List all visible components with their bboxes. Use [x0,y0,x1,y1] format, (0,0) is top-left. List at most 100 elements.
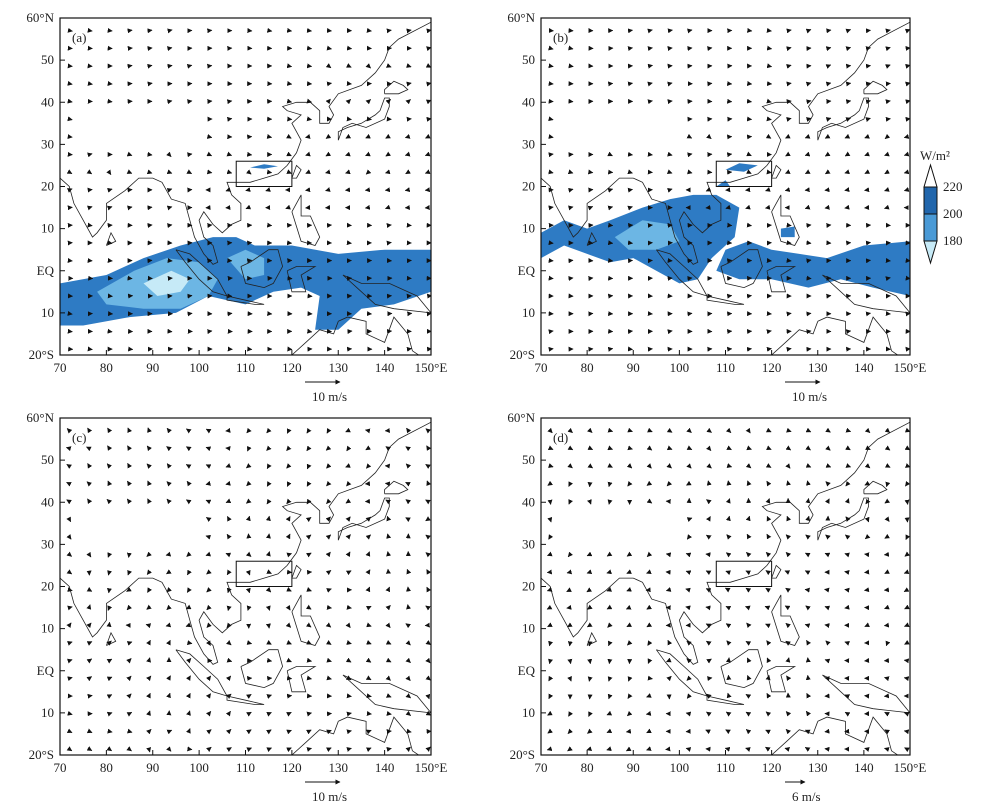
wind-vector [385,99,391,105]
wind-vector [86,446,92,452]
wind-vector [745,204,751,210]
wind-vector [127,462,133,469]
wind-vector [187,99,193,105]
wind-vector [405,746,411,752]
wind-vector [547,480,553,486]
wind-vector [647,28,653,34]
wind-vector [627,445,633,451]
wind-vector [346,445,352,452]
wind-vector [345,675,352,681]
coastline-segment-11 [771,321,819,355]
wind-vector [746,622,752,629]
wind-vector [345,657,352,663]
wind-vector [806,329,812,335]
y-tick-label: 20 [41,579,54,594]
wind-vector [548,45,554,51]
wind-vector [86,641,93,646]
wind-vector [786,675,792,682]
wind-vector [246,445,252,452]
wind-vector [86,728,93,734]
wind-vector [346,640,352,645]
wind-vector [686,658,692,664]
wind-vector [67,676,73,682]
wind-vector [286,711,292,717]
wind-vector [306,463,312,470]
wind-vector [884,516,890,522]
wind-vector [884,533,890,539]
panel-c-tibet-mask [73,506,214,557]
wind-vector [726,480,732,486]
wind-vector [666,169,673,175]
wind-vector [884,747,890,752]
wind-vector [345,169,351,175]
wind-vector [804,570,811,576]
wind-vector [325,169,331,175]
wind-vector [745,641,752,646]
wind-vector [425,605,431,611]
wind-vector [646,445,653,451]
wind-vector [844,641,850,646]
wind-vector [548,63,554,69]
wind-vector [306,747,312,752]
wind-vector [365,551,371,557]
panel-a-plot [60,21,431,355]
wind-vector [146,551,152,557]
wind-vector [786,28,792,34]
wind-vector [806,639,812,646]
wind-vector [844,587,850,593]
wind-vector [785,657,791,663]
wind-vector [187,746,193,752]
wind-vector [147,63,153,69]
wind-vector [884,463,891,468]
wind-vector [805,81,812,87]
wind-vector [627,640,633,646]
panel-d-tibet-mask [554,506,694,557]
y-tick-label: 10 [522,221,535,236]
wind-vector [724,746,731,752]
wind-vector [266,729,272,735]
wind-vector [364,204,371,210]
x-tick-label: 100 [670,360,690,375]
wind-vector [625,728,632,734]
wind-vector [345,151,351,157]
colorbar-level-220: 220 [943,179,963,194]
wind-vector [706,711,712,717]
wind-vector [87,152,93,158]
wind-vector [266,712,272,717]
wind-vector [705,623,712,629]
wind-vector [126,641,133,646]
y-tick-label: 10 [522,305,535,320]
panel-c-wind-vectors [65,427,431,753]
wind-vector [146,639,151,646]
x-tick-label: 110 [716,760,735,775]
wind-vector [245,515,251,522]
wind-vector [245,569,251,576]
wind-vector [686,169,693,175]
wind-vector [865,311,871,317]
wind-vector [647,99,653,105]
coastline-segment-4 [771,594,800,646]
panel-a-tibet-mask [73,106,214,157]
wind-vector [844,711,851,717]
wind-vector [406,346,412,352]
wind-vector [185,604,192,610]
wind-vector [627,187,633,193]
wind-vector [844,133,851,139]
wind-vector [765,729,771,735]
wind-vector [646,746,652,751]
wind-vector [745,711,752,717]
y-tick-label: EQ [37,663,55,678]
wind-vector [225,675,232,682]
wind-vector [805,427,812,433]
wind-vector [67,710,73,716]
wind-vector [346,480,352,487]
wind-vector [548,534,554,540]
wind-vector [285,622,292,628]
wind-vector [726,692,732,699]
wind-vector [567,622,573,628]
wind-vector [246,640,253,645]
wind-vector [626,622,633,628]
wind-vector [587,658,593,665]
wind-vector [126,151,133,157]
wind-vector [305,517,312,523]
